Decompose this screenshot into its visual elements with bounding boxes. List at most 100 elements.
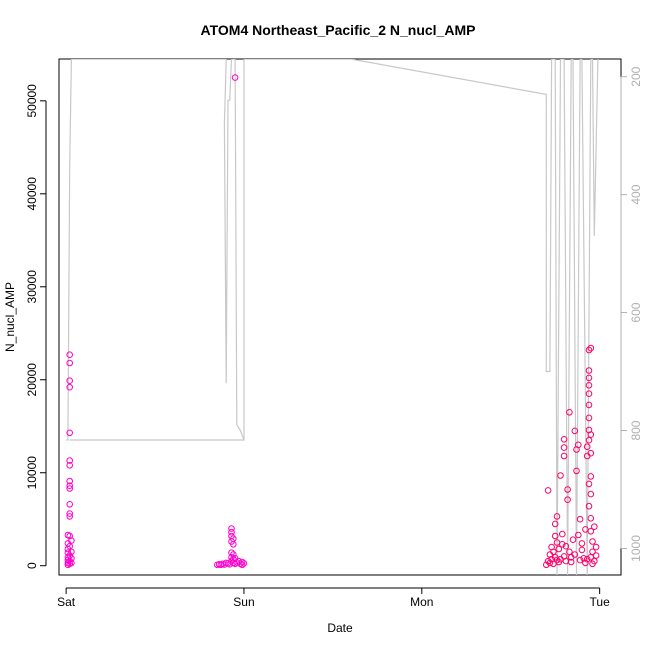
scatter-point	[68, 555, 75, 562]
scatter-point	[571, 551, 579, 558]
scatter-point	[578, 540, 586, 547]
y-axis-label: N_nucl_AMP	[3, 282, 17, 352]
scatter-point	[569, 536, 577, 544]
x-tick-label: Mon	[410, 595, 433, 609]
scatter-point	[587, 490, 595, 498]
scatter-point	[578, 546, 586, 554]
scatter-point	[238, 561, 246, 569]
scatter-point	[228, 549, 235, 557]
scatter-point	[230, 535, 237, 543]
y-tick-label: 0	[25, 562, 39, 569]
scatter-point	[592, 552, 600, 559]
scatter-point	[587, 449, 595, 457]
scatter-point	[585, 346, 593, 354]
scatter-point	[564, 486, 571, 493]
x-axis: Sat Sun Mon Tue	[57, 587, 611, 609]
scatter-point	[585, 401, 593, 409]
scatter-point	[544, 487, 552, 494]
scatter-point	[567, 558, 575, 566]
scatter-point	[582, 559, 589, 567]
scatter-point	[587, 528, 595, 535]
scatter-point	[240, 560, 248, 567]
scatter-point	[560, 452, 568, 460]
y-tick-label: 40000	[25, 177, 39, 211]
scatter-point	[553, 556, 561, 564]
y-right-tick-label: 600	[629, 302, 643, 322]
scatter-point	[64, 554, 72, 561]
scatter-point	[592, 543, 600, 551]
scatter-point	[562, 542, 570, 550]
scatter-point	[575, 531, 582, 539]
scatter-point	[66, 510, 73, 517]
scatter-point	[555, 545, 563, 553]
scatter-point	[66, 377, 73, 385]
scatter-point	[66, 513, 73, 520]
y-tick-label: 50000	[25, 84, 39, 118]
scatter-point	[543, 561, 550, 569]
y-right-tick-label: 800	[629, 420, 643, 440]
depth-series-line	[66, 59, 599, 575]
scatter-point	[68, 559, 75, 567]
scatter-point	[557, 472, 564, 479]
scatter-point	[559, 530, 566, 538]
scatter-point	[585, 390, 593, 398]
scatter-point	[585, 414, 593, 422]
scatter-point	[66, 429, 73, 437]
scatter-point	[585, 480, 593, 488]
scatter-point	[546, 559, 554, 567]
scatter-point	[228, 525, 235, 532]
scatter-point	[583, 443, 591, 451]
scatter-point	[587, 515, 595, 522]
scatter-point	[230, 551, 237, 558]
scatter-point	[66, 482, 73, 490]
scatter-point	[575, 441, 582, 449]
scatter-point	[587, 344, 595, 352]
scatter-point	[66, 477, 73, 485]
scatter-point	[68, 537, 75, 544]
scatter-point	[66, 359, 73, 367]
x-tick-label: Sat	[57, 595, 76, 609]
scatter-point	[576, 556, 584, 564]
scatter-point	[66, 383, 73, 391]
scatter-point	[231, 74, 239, 81]
scatter-point	[560, 444, 568, 451]
chart-title: ATOM4 Northeast_Pacific_2 N_nucl_AMP	[201, 22, 476, 38]
x-tick-label: Tue	[590, 595, 611, 609]
scatter-point	[583, 555, 591, 563]
x-tick-label: Sun	[233, 595, 254, 609]
scatter-point	[587, 473, 595, 480]
y-right-tick-label: 200	[629, 66, 643, 86]
scatter-point	[560, 436, 568, 443]
scatter-point	[68, 548, 75, 556]
scatter-point	[551, 532, 559, 540]
scatter-point	[66, 501, 73, 508]
scatter-point	[238, 558, 246, 566]
y-axis-right: 200 400 600 800 1000	[620, 66, 643, 562]
y-tick-label: 10000	[25, 456, 39, 490]
plot-area	[58, 58, 622, 576]
x-axis-label: Date	[327, 621, 353, 635]
scatter-point	[587, 431, 595, 438]
scatter-point	[553, 513, 561, 520]
y-tick-label: 20000	[25, 363, 39, 397]
scatter-point	[589, 538, 596, 545]
scatter-point	[585, 502, 593, 510]
y-axis-left: 0 10000 20000 30000 40000 50000	[25, 84, 47, 569]
y-tick-label: 30000	[25, 270, 39, 304]
y-right-tick-label: 400	[629, 184, 643, 204]
scatter-point	[564, 496, 571, 504]
scatter-point	[585, 382, 593, 389]
scatter-point	[66, 462, 73, 469]
scatter-point	[591, 557, 598, 565]
scatter-point	[585, 367, 593, 374]
scatter-point	[544, 557, 552, 565]
scatter-point	[66, 457, 73, 464]
scatter-point	[589, 548, 596, 556]
scatter-point	[559, 541, 566, 548]
scatter-point	[66, 351, 73, 359]
scatter-point	[571, 427, 579, 435]
scatter-point	[576, 515, 584, 523]
y-right-tick-label: 1000	[629, 535, 643, 562]
scatter-point	[573, 467, 580, 475]
